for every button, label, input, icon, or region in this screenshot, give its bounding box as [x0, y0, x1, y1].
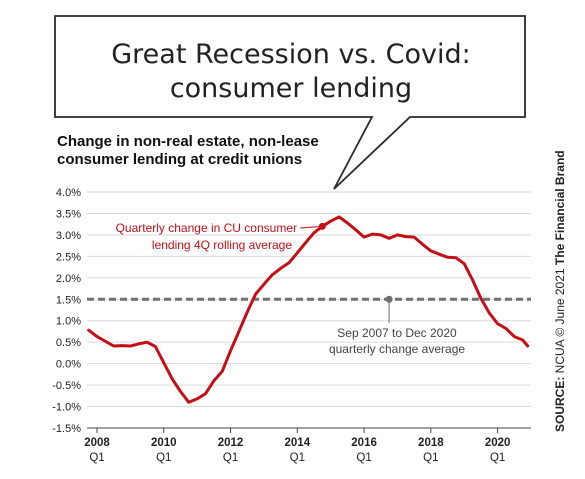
- speech-bubble: [54, 15, 526, 190]
- average-annotation-line1: Sep 2007 to Dec 2020: [337, 326, 457, 340]
- y-tick-label: 2.0%: [56, 273, 81, 285]
- x-tick-year: 2016: [351, 437, 377, 449]
- y-tick-label: 1.0%: [56, 316, 81, 328]
- x-tick-year: 2018: [418, 437, 444, 449]
- average-annotation-dot: [385, 295, 393, 303]
- x-tick-quarter: Q1: [290, 452, 305, 464]
- y-tick-label: 2.5%: [56, 251, 81, 263]
- x-tick-year: 2020: [485, 437, 511, 449]
- y-axis-ticks: 4.0% 3.5% 3.0% 2.5% 2.0% 1.5% 1.0% 0.5% 0.0% -0.5…: [52, 187, 81, 435]
- chart-subtitle-line2: consumer lending at credit unions: [57, 151, 302, 168]
- bubble-title-line1: Great Recession vs. Covid:: [111, 39, 471, 70]
- x-tick-year: 2008: [84, 437, 110, 449]
- series-annotation-dot: [318, 222, 326, 230]
- x-tick-quarter: Q1: [89, 452, 104, 464]
- source-prefix: SOURCE:: [553, 377, 567, 432]
- source-middle: NCUA © June 2021: [553, 265, 567, 377]
- source-brand: The Financial Brand: [553, 150, 567, 265]
- y-tick-label: -1.5%: [52, 423, 81, 435]
- y-tick-label: 0.5%: [56, 337, 81, 349]
- y-tick-label: -1.0%: [52, 402, 81, 414]
- series-annotation-line2: lending 4Q rolling average: [152, 238, 292, 252]
- series-annotation-leader: [299, 225, 323, 229]
- y-tick-label: 1.5%: [56, 294, 81, 306]
- bubble-title-line2: consumer lending: [170, 73, 412, 104]
- average-annotation-line2: quarterly change average: [329, 342, 465, 356]
- x-tick-quarter: Q1: [156, 452, 171, 464]
- x-axis-ticks: 2008 Q1 2010 Q1 2012 Q1 2014 Q1 2016 Q1 2018 Q1 2020…: [84, 427, 531, 464]
- x-tick-quarter: Q1: [223, 452, 238, 464]
- x-tick-quarter: Q1: [356, 452, 371, 464]
- x-tick-year: 2012: [218, 437, 244, 449]
- y-tick-label: 3.0%: [56, 230, 81, 242]
- series-annotation-line1: Quarterly change in CU consumer: [116, 221, 297, 235]
- source-credit: SOURCE: NCUA © June 2021 The Financial B…: [553, 150, 567, 432]
- chart-subtitle-line1: Change in non-real estate, non-lease: [57, 133, 319, 150]
- x-tick-year: 2010: [151, 437, 177, 449]
- x-tick-quarter: Q1: [490, 452, 505, 464]
- series-line: [87, 215, 530, 404]
- y-tick-label: -0.5%: [52, 380, 81, 392]
- x-tick-quarter: Q1: [423, 452, 438, 464]
- y-tick-label: 0.0%: [56, 359, 81, 371]
- y-tick-label: 4.0%: [56, 187, 81, 199]
- y-tick-label: 3.5%: [56, 208, 81, 220]
- x-tick-year: 2014: [285, 437, 311, 449]
